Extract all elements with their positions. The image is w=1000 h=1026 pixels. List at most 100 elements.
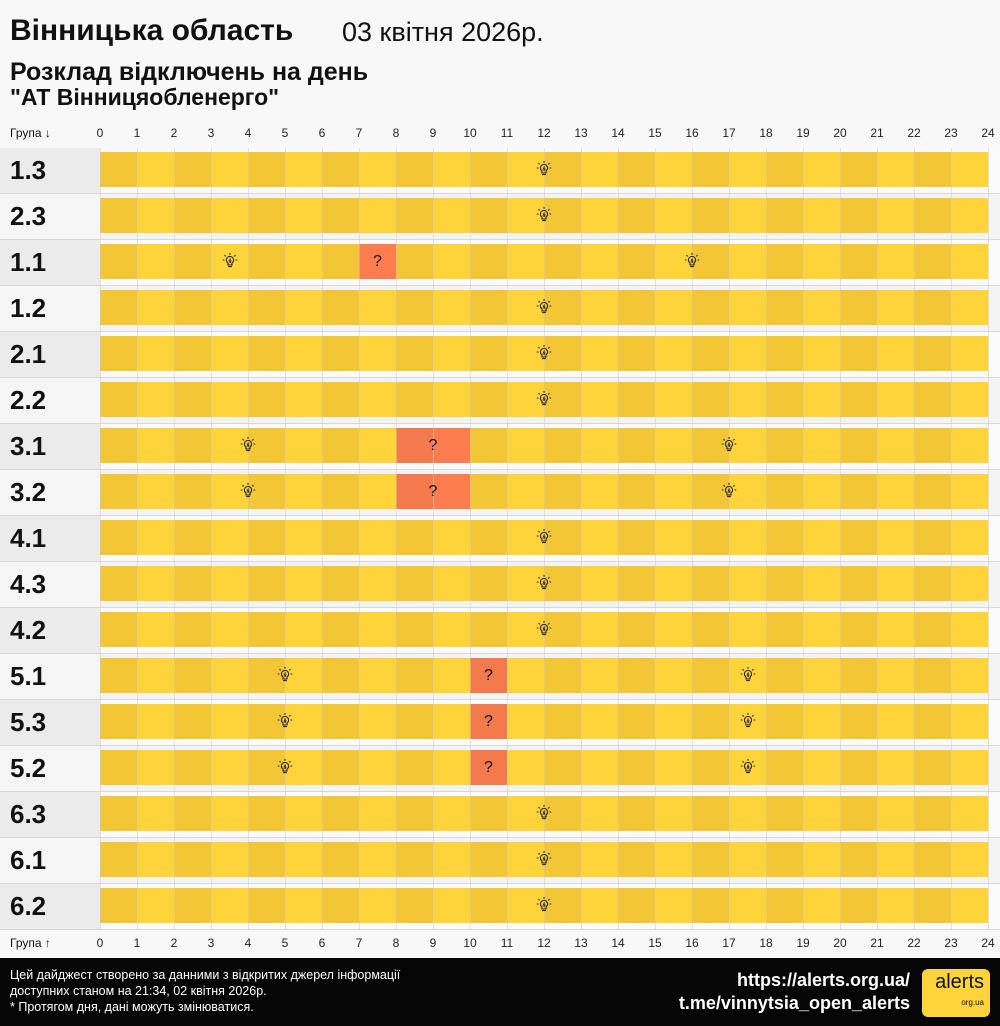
hour-cell-power-on (877, 842, 914, 877)
hour-cell-power-on (877, 198, 914, 233)
grid-line (618, 424, 619, 470)
hour-cell-power-on (285, 796, 322, 831)
hour-tick: 14 (611, 936, 625, 950)
grid-line (951, 746, 952, 792)
grid-line (470, 562, 471, 608)
hour-cell-power-on (470, 474, 507, 509)
hour-cell-power-on (803, 474, 840, 509)
hour-cell-power-on (618, 704, 655, 739)
grid-line (877, 516, 878, 562)
hour-cell-power-on (840, 474, 877, 509)
hour-cell-power-on (581, 428, 618, 463)
grid-line (396, 378, 397, 424)
grid-line (729, 516, 730, 562)
lightbulb-icon (218, 244, 242, 279)
hour-cell-uncertain (470, 704, 507, 739)
hour-cell-power-on (618, 152, 655, 187)
grid-line (692, 194, 693, 240)
grid-line (174, 378, 175, 424)
grid-line (655, 332, 656, 378)
grid-line (285, 608, 286, 654)
group-sort-label[interactable]: Група ↓ (10, 126, 51, 140)
hour-cell-power-on (729, 842, 766, 877)
group-sort-label-bottom[interactable]: Група ↑ (10, 936, 51, 950)
hour-tick: 3 (207, 126, 215, 140)
hour-cell-power-on (174, 888, 211, 923)
group-label: 5.3 (0, 700, 100, 745)
grid-line (137, 516, 138, 562)
hour-cell-power-on (914, 796, 951, 831)
hour-cell-power-on (951, 428, 988, 463)
hour-cell-power-on (914, 428, 951, 463)
hour-cell-power-on (248, 796, 285, 831)
grid-line (322, 286, 323, 332)
grid-line (803, 286, 804, 332)
grid-line (433, 378, 434, 424)
grid-line (914, 562, 915, 608)
hour-cell-power-on (100, 888, 137, 923)
telegram-link[interactable]: t.me/vinnytsia_open_alerts (678, 993, 910, 1013)
grid-line (285, 148, 286, 194)
grid-line (470, 194, 471, 240)
hour-cell-power-on (174, 152, 211, 187)
grid-line (507, 286, 508, 332)
group-row-5.3: 5.3? (0, 700, 1000, 746)
hour-cell-power-on (581, 888, 618, 923)
grid-line (100, 746, 101, 792)
grid-line (618, 240, 619, 286)
lightbulb-icon (680, 244, 704, 279)
grid-line (211, 286, 212, 332)
alerts-logo[interactable]: alerts org.ua (922, 969, 990, 1017)
grid-line (951, 608, 952, 654)
hour-cell-power-on (655, 658, 692, 693)
grid-line (840, 700, 841, 746)
grid-line (174, 562, 175, 608)
hour-cell-power-on (211, 658, 248, 693)
grid-line (211, 194, 212, 240)
grid-line (692, 654, 693, 700)
grid-line (914, 792, 915, 838)
grid-line (803, 792, 804, 838)
grid-line (877, 700, 878, 746)
hour-cell-power-on (655, 796, 692, 831)
grid-line (581, 884, 582, 930)
grid-line (137, 884, 138, 930)
hour-tick: 13 (574, 936, 588, 950)
hour-cell-power-on (544, 198, 581, 233)
hour-cell-power-on (951, 244, 988, 279)
grid-line (322, 516, 323, 562)
hour-cell-power-on (729, 152, 766, 187)
hour-cell-power-on (100, 658, 137, 693)
grid-line (655, 516, 656, 562)
hour-cell-power-on (396, 520, 433, 555)
group-row-4.1: 4.1 (0, 516, 1000, 562)
hour-cell-power-on (877, 888, 914, 923)
hour-cell-power-on (692, 888, 729, 923)
lightbulb-icon (717, 428, 741, 463)
hour-tick: 1 (133, 126, 141, 140)
group-row-3.2: 3.2? (0, 470, 1000, 516)
hour-cell-power-on (174, 244, 211, 279)
grid-line (285, 516, 286, 562)
hour-cell-power-on (507, 428, 544, 463)
lightbulb-icon (532, 290, 556, 325)
grid-line (174, 240, 175, 286)
footer: Цей дайджест створено за данними з відкр… (0, 958, 1000, 1026)
hour-tick: 21 (870, 936, 884, 950)
grid-line (211, 884, 212, 930)
grid-line (840, 194, 841, 240)
hour-cell-power-on (100, 474, 137, 509)
hour-cell-power-on (322, 612, 359, 647)
hour-cell-power-on (803, 244, 840, 279)
question-icon: ? (428, 437, 438, 454)
group-label: 4.1 (0, 516, 100, 561)
hour-cell-power-on (655, 842, 692, 877)
footer-note: * Протягом дня, дані можуть змінюватися. (10, 1000, 254, 1014)
website-link[interactable]: https://alerts.org.ua/ (736, 970, 910, 990)
grid-line (100, 884, 101, 930)
hour-cell-power-on (914, 658, 951, 693)
grid-line (174, 838, 175, 884)
grid-line (433, 424, 434, 470)
hour-cell-power-on (618, 520, 655, 555)
hour-cell-power-on (766, 750, 803, 785)
